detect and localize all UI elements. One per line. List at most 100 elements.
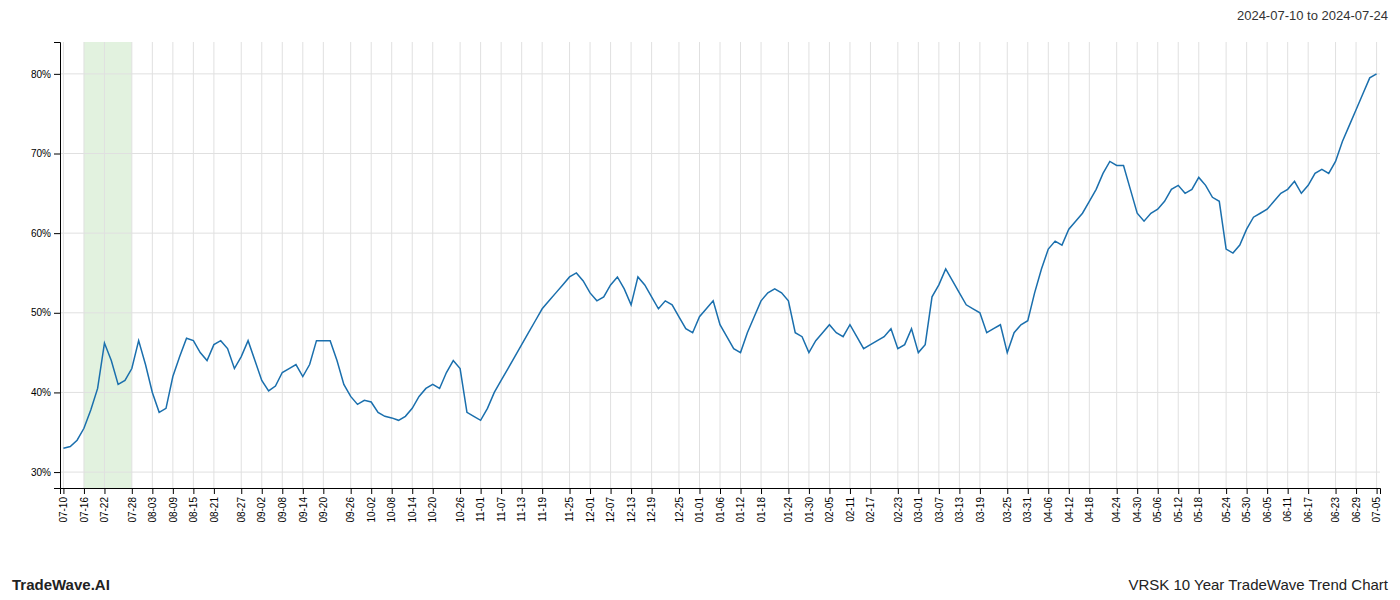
- x-grid-line: [1007, 42, 1008, 488]
- y-tick-mark: [54, 392, 60, 393]
- x-grid-line: [83, 42, 84, 488]
- x-tick-label: 09-02: [256, 497, 267, 523]
- x-tick-label: 06-17: [1303, 497, 1314, 523]
- chart: 30%40%50%60%70%80%07-10 07-16 07-22 07-28 08…: [0, 0, 1400, 600]
- x-grid-line: [918, 42, 919, 488]
- x-tick: 09-26: [345, 488, 356, 523]
- x-grid-line: [104, 42, 105, 488]
- x-tick-mark: [1356, 488, 1357, 494]
- x-grid-line: [391, 42, 392, 488]
- x-tick-label: 03-25: [1002, 497, 1013, 523]
- x-tick-mark: [809, 488, 810, 494]
- x-tick-mark: [631, 488, 632, 494]
- x-tick: 11-07: [496, 488, 507, 522]
- x-tick: 07-10: [58, 488, 69, 523]
- y-axis-line: [54, 43, 61, 489]
- x-tick-label: 05-06: [1152, 497, 1163, 523]
- x-tick: 04-18: [1084, 488, 1095, 523]
- x-tick-mark: [720, 488, 721, 494]
- x-tick-label: 01-01: [694, 497, 705, 523]
- x-tick: 01-01: [694, 488, 705, 523]
- x-tick-label: 09-20: [318, 497, 329, 523]
- x-tick-label: 11-01: [475, 497, 486, 522]
- x-tick-mark: [1377, 488, 1378, 494]
- x-tick-label: 11-13: [516, 497, 527, 522]
- x-tick: 01-30: [804, 488, 815, 523]
- x-tick: 12-01: [585, 488, 596, 523]
- x-tick-label: 12-19: [646, 497, 657, 523]
- x-grid-line: [740, 42, 741, 488]
- x-tick-mark: [898, 488, 899, 494]
- y-tick-mark: [54, 74, 60, 75]
- x-tick-label: 05-12: [1173, 497, 1184, 523]
- x-tick-mark: [63, 488, 64, 494]
- x-tick-label: 04-30: [1132, 497, 1143, 523]
- x-tick-label: 03-01: [913, 497, 924, 523]
- x-grid-line: [412, 42, 413, 488]
- x-grid-line: [432, 42, 433, 488]
- y-axis: 30%40%50%60%70%80%: [31, 43, 61, 489]
- x-tick: 10-02: [366, 488, 377, 523]
- x-tick: 01-24: [783, 488, 794, 523]
- x-tick-label: 02-17: [865, 497, 876, 523]
- x-grid-line: [631, 42, 632, 488]
- highlight-band: [84, 42, 132, 488]
- x-tick-label: 01-12: [735, 497, 746, 523]
- x-grid-line: [241, 42, 242, 488]
- x-tick-mark: [460, 488, 461, 494]
- x-tick-mark: [1267, 488, 1268, 494]
- x-tick-label: 10-08: [386, 497, 397, 523]
- x-tick: 08-21: [209, 488, 220, 523]
- x-tick-label: 10-02: [366, 497, 377, 523]
- y-tick-label: 60%: [31, 228, 51, 239]
- x-tick: 07-28: [127, 488, 138, 523]
- x-tick: 02-05: [824, 488, 835, 523]
- x-grid-line: [720, 42, 721, 488]
- x-tick-label: 07-28: [127, 497, 138, 523]
- x-tick-mark: [590, 488, 591, 494]
- x-tick-label: 07-16: [79, 497, 90, 523]
- x-grid-line: [1376, 42, 1377, 488]
- x-tick-mark: [303, 488, 304, 494]
- x-grid-line: [213, 42, 214, 488]
- x-tick-mark: [870, 488, 871, 494]
- y-tick-mark: [54, 233, 60, 234]
- x-tick: 11-01: [475, 488, 486, 522]
- x-tick: 12-19: [646, 488, 657, 523]
- x-tick-mark: [1089, 488, 1090, 494]
- x-axis-line: [61, 489, 1381, 495]
- x-tick: 03-13: [954, 488, 965, 523]
- x-grid-line: [651, 42, 652, 488]
- x-tick-label: 12-01: [585, 497, 596, 523]
- x-grid-line: [302, 42, 303, 488]
- x-grid-line: [1027, 42, 1028, 488]
- y-tick-label: 30%: [31, 467, 51, 478]
- x-tick: 07-22: [99, 488, 110, 523]
- x-grid-line: [1089, 42, 1090, 488]
- x-grid-line: [1246, 42, 1247, 488]
- x-tick-label: 09-14: [297, 497, 308, 523]
- x-tick: 10-08: [386, 488, 397, 523]
- x-tick-mark: [939, 488, 940, 494]
- x-grid-line: [1137, 42, 1138, 488]
- x-tick-label: 05-18: [1193, 497, 1204, 523]
- x-tick-label: 10-14: [407, 497, 418, 523]
- x-tick-mark: [1308, 488, 1309, 494]
- footer-right: VRSK 10 Year TradeWave Trend Chart: [1128, 576, 1388, 593]
- x-grid-line: [897, 42, 898, 488]
- x-tick-label: 06-05: [1262, 497, 1273, 523]
- x-grid-line: [152, 42, 153, 488]
- x-tick: 08-09: [168, 488, 179, 523]
- x-tick: 02-11: [845, 488, 856, 522]
- x-tick-mark: [214, 488, 215, 494]
- x-tick-mark: [104, 488, 105, 494]
- x-tick: 12-13: [626, 488, 637, 523]
- x-tick: 05-12: [1173, 488, 1184, 523]
- x-tick-label: 11-07: [496, 497, 507, 522]
- x-tick-label: 05-30: [1241, 497, 1252, 523]
- x-tick: 11-25: [564, 488, 575, 522]
- x-tick: 06-11: [1282, 488, 1293, 522]
- x-tick: 09-02: [256, 488, 267, 523]
- x-grid-line: [1308, 42, 1309, 488]
- x-tick-mark: [522, 488, 523, 494]
